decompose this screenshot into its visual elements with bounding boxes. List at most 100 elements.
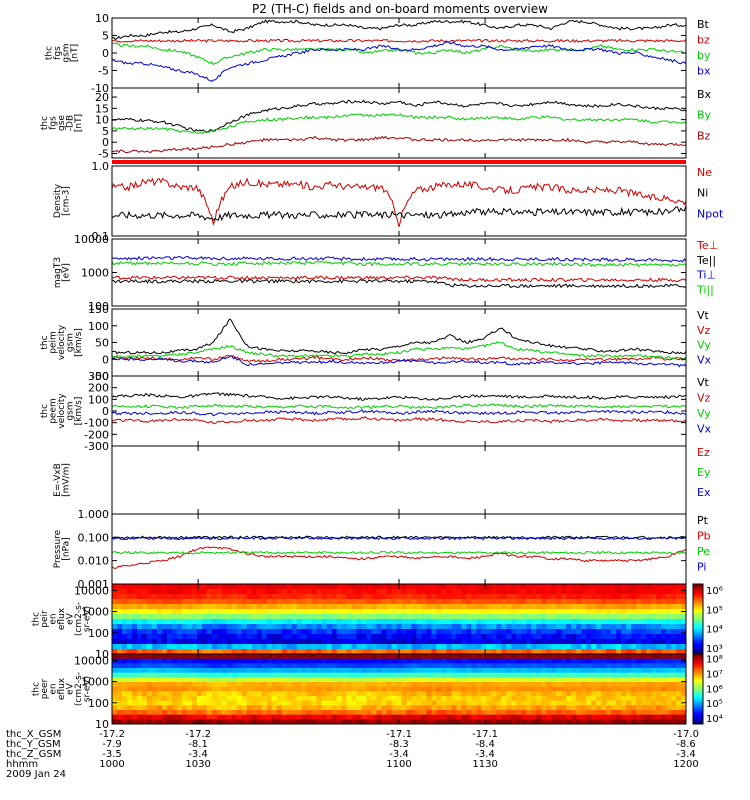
legend-label: Vz xyxy=(697,392,711,405)
ylabel-line: thc xyxy=(44,46,54,60)
ytick-label: 150 xyxy=(88,303,109,316)
density-panel: 1.0 0.1 Density[cm-3] Ne Ni Npot xyxy=(53,160,724,243)
series-line-Vz xyxy=(111,416,687,425)
series-line-Ne xyxy=(111,177,687,228)
fgs-gsm-series xyxy=(111,19,687,83)
peer-eflux-panel: 10⁸10⁷10⁶10⁵10⁴10000100010010thcpeerenef… xyxy=(32,653,723,731)
peir-eflux-spectrogram xyxy=(112,584,686,654)
ytick-label: 200 xyxy=(88,382,109,395)
temperature-panel: 10000 1000 100 magT3[eV] Te⊥ Te|| Ti⊥Ti|| xyxy=(53,233,718,313)
xaxis-tick-label: -17.2 xyxy=(99,729,125,740)
ylabel-line: fgs xyxy=(53,46,63,60)
ylabel-line: peim xyxy=(49,331,59,354)
series-line-Bx xyxy=(111,99,687,133)
series-line-Vx xyxy=(111,409,687,417)
ylabel-line: [cm-3] xyxy=(61,186,71,216)
legend-label: Vx xyxy=(697,423,712,436)
ylabel-line: (cm2-s- xyxy=(74,672,84,706)
legend-label: Vy xyxy=(697,339,711,352)
ytick-label: 1.000 xyxy=(78,508,110,521)
ytick-label: 100 xyxy=(88,627,109,640)
ylabel-line: [km/s] xyxy=(74,397,84,426)
series-line-Vy xyxy=(111,341,687,360)
legend-label: By xyxy=(697,109,712,122)
legend-label: Ey xyxy=(697,466,711,479)
fgs-gse-legend: Bx By Bz xyxy=(697,88,712,142)
ytick-label: 5 xyxy=(102,125,109,138)
series-line-Te|| xyxy=(111,278,687,289)
xaxis-row-label: thc_Z_GSM xyxy=(6,749,61,760)
peer-eflux-colorbar: 10⁸ 10⁷ 10⁶ 10⁵ 10⁴ xyxy=(692,653,723,725)
ylabel-line: Density xyxy=(53,183,63,218)
density-yticks: 1.0 0.1 xyxy=(92,160,686,243)
ytick-label: -5 xyxy=(98,65,109,78)
legend-label: Pi xyxy=(697,561,706,574)
xaxis-row-label: thc_X_GSM xyxy=(6,729,61,740)
series-line-Ti|| xyxy=(111,260,687,268)
legend-label: Te⊥ xyxy=(696,239,718,252)
ylabel-line: gsm xyxy=(66,401,76,420)
ylabel-line: gse xyxy=(57,115,67,131)
colorbar-label: 10³ xyxy=(706,644,723,655)
peem-velocity-panel: 3002001000-100-200-300thcpeemvelocitygsm… xyxy=(40,370,712,453)
ytick-label: -200 xyxy=(84,428,109,441)
ylabel-line: [km/s] xyxy=(74,328,84,357)
ylabel-line: fgs xyxy=(49,116,59,130)
series-line-Bt xyxy=(111,19,687,41)
ylabel-line: [nPa] xyxy=(61,537,71,560)
ylabel-line: peer xyxy=(40,678,50,699)
ytick-label: 10 xyxy=(95,718,109,731)
ytick-label: 100 xyxy=(88,300,109,313)
ytick-label: -300 xyxy=(84,440,109,453)
panel-frame xyxy=(111,17,687,89)
ylabel-line: sr-eV) xyxy=(83,676,93,702)
legend-label: Pb xyxy=(697,530,711,543)
series-line-Vy xyxy=(111,403,687,410)
peer-eflux-yticks: 10000 1000 100 10 xyxy=(74,654,686,731)
xaxis-row-label: thc_Y_GSM xyxy=(6,739,61,750)
ytick-label: 10000 xyxy=(74,233,109,246)
legend-label: Ti|| xyxy=(696,283,714,296)
ylabel-line: Pressure xyxy=(53,529,63,568)
panel-frame xyxy=(111,445,687,515)
colorbar-label: 10⁸ xyxy=(706,654,723,665)
ytick-label: 0.001 xyxy=(78,578,110,591)
ylabel-line: sr-eV) xyxy=(83,606,93,632)
ylabel-line: eV xyxy=(66,612,76,625)
ylabel-line: [eV] xyxy=(61,263,71,282)
pressure-yticks: 1.000 0.100 0.010 0.001 xyxy=(78,508,686,591)
density-legend: Ne Ni Npot xyxy=(697,166,724,220)
fgs-gsm-yticks: 10 5 0 -5 -10 xyxy=(91,12,686,95)
xaxis-tick-label: 1130 xyxy=(472,759,497,770)
ylabel-line: magT3 xyxy=(53,257,63,288)
ytick-label: 0 xyxy=(102,47,109,60)
legend-label: Bt xyxy=(697,18,710,31)
ytick-label: -100 xyxy=(84,417,109,430)
ylabel-line: thc xyxy=(32,682,42,696)
ytick-label: 0.010 xyxy=(78,555,110,568)
ytick-label: 10 xyxy=(95,114,109,127)
peir-eflux-panel: 10⁶10⁵10⁴10³10000100010010thcpeireneflux… xyxy=(32,583,723,661)
ylabel-line: eV xyxy=(66,682,76,695)
series-line-bz xyxy=(112,38,687,43)
ylabel-line: peir xyxy=(40,610,50,628)
legend-label: Vt xyxy=(697,309,710,322)
xaxis-tick-label: -3.4 xyxy=(676,749,696,760)
ylabel-line: -DB xyxy=(66,115,76,131)
series-line-Pe xyxy=(111,550,687,555)
panel-frame xyxy=(111,308,687,377)
legend-label: Ni xyxy=(697,187,708,200)
colorbar-label: 10⁶ xyxy=(706,586,723,597)
legend-label: Ti⊥ xyxy=(696,269,716,282)
ytick-label: 300 xyxy=(88,370,109,383)
ytick-label: 10000 xyxy=(74,584,109,597)
efield-ylabel: E=-VxB[mV/m] xyxy=(53,463,72,497)
series-line-Vt xyxy=(111,392,687,401)
colorbar-label: 10⁵ xyxy=(706,699,723,710)
ytick-label: 100 xyxy=(88,320,109,333)
